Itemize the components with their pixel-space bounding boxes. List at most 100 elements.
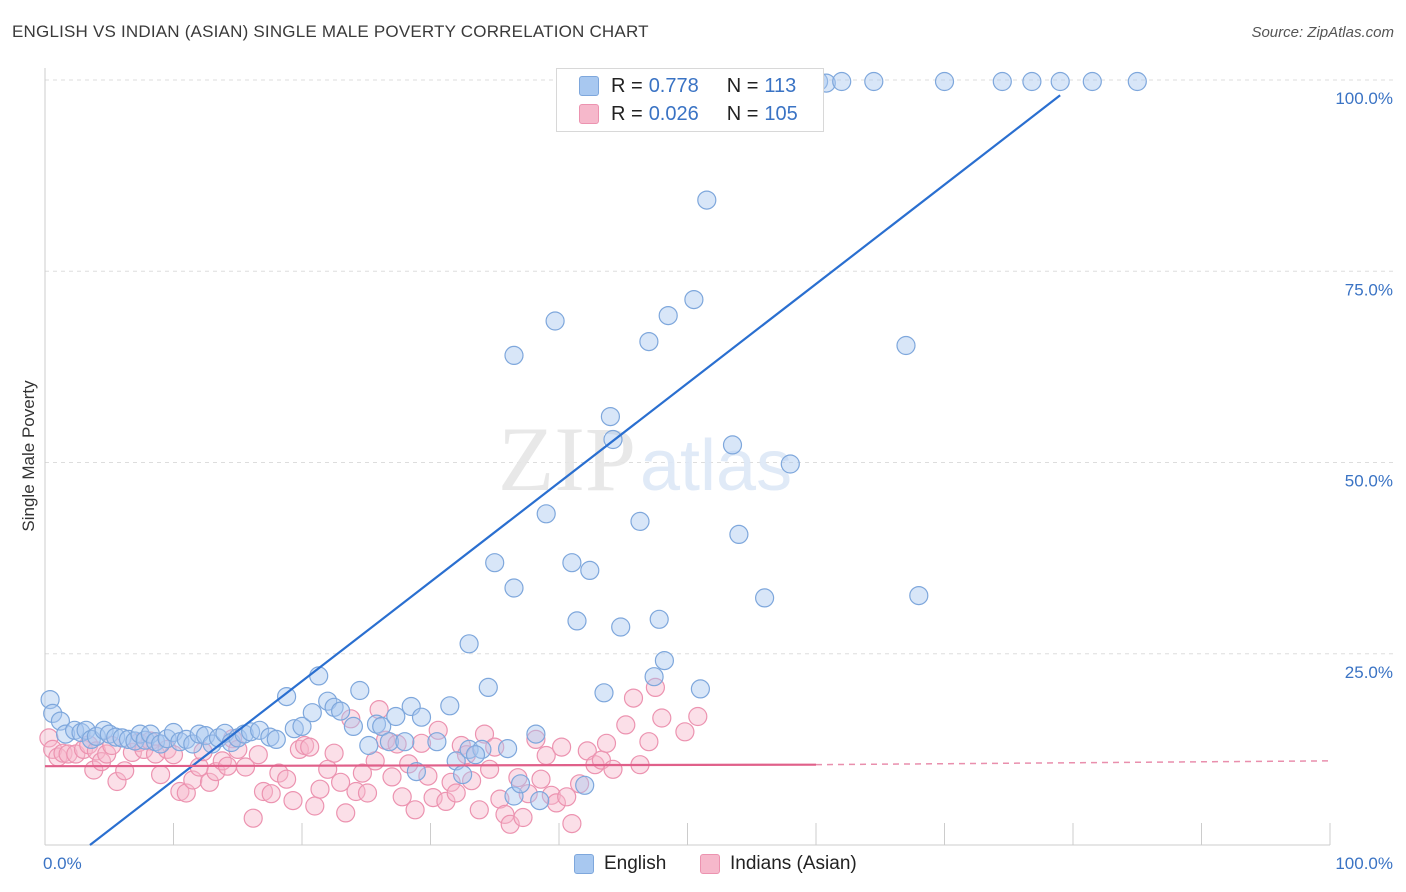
indian-point (243, 808, 263, 828)
english-point (1127, 71, 1147, 92)
y-axis-label: Single Male Poverty (19, 380, 38, 532)
legend-item-indian[interactable]: Indians (Asian) (700, 852, 857, 876)
english-point (580, 560, 600, 581)
axes (44, 68, 1331, 846)
english-point (43, 703, 63, 724)
english-point (639, 332, 659, 352)
english-point (754, 588, 775, 608)
english-point (498, 738, 518, 759)
english-point (658, 306, 678, 326)
english-point (611, 617, 631, 637)
indian-point (324, 743, 344, 763)
trendlines (44, 94, 1331, 846)
indian-point (261, 784, 281, 804)
source-credit[interactable]: Source: ZipAtlas.com (1251, 24, 1394, 41)
english-point (427, 732, 447, 752)
y-tick-label: 75.0% (1345, 280, 1393, 299)
y-tick-label: 50.0% (1345, 472, 1393, 491)
english-point (359, 735, 379, 756)
english-point (478, 677, 498, 698)
indian-point (405, 800, 425, 820)
english-point (453, 764, 473, 785)
indian-point (411, 733, 432, 753)
english-point (343, 716, 363, 737)
english-point (864, 71, 884, 92)
watermark-atlas: atlas (640, 426, 792, 506)
english-point (567, 611, 587, 631)
indian-point (170, 781, 190, 802)
indian-point (526, 729, 546, 750)
english-point (292, 716, 312, 737)
english-point (372, 716, 392, 737)
english-point (472, 739, 492, 760)
indian-point (474, 724, 495, 744)
english-point (530, 790, 550, 811)
english-point (600, 407, 621, 427)
english-point (729, 524, 749, 545)
english-point (118, 729, 139, 750)
indian-point (513, 807, 533, 828)
indian-point (546, 793, 567, 813)
chart-title: ENGLISH VS INDIAN (ASIAN) SINGLE MALE PO… (12, 22, 649, 41)
english-legend-label: English (604, 853, 667, 874)
indian-point (253, 781, 274, 802)
legend-item-english[interactable]: English (574, 852, 666, 876)
english-point (630, 511, 650, 532)
indian-point (300, 737, 320, 757)
english-swatch (579, 76, 599, 96)
english-point (992, 71, 1012, 92)
indian-point (531, 769, 551, 789)
indian-point (58, 744, 78, 764)
indian-point (387, 734, 407, 754)
english-point (722, 435, 743, 455)
indian-legend-label: Indians (Asian) (730, 853, 857, 874)
indian-r-value: 0.026 (648, 102, 699, 125)
indian-point (382, 767, 402, 787)
indian-point (562, 813, 582, 834)
english-point (832, 71, 852, 92)
english-point (562, 553, 582, 573)
indian-point (423, 787, 443, 808)
indian-point (341, 709, 361, 729)
english-point (440, 696, 460, 716)
indian-point (446, 783, 466, 803)
indian-point (441, 772, 461, 792)
english-point (649, 609, 669, 629)
english-point (411, 707, 432, 727)
english-point (690, 679, 711, 699)
english-point (485, 553, 505, 573)
english-point (395, 732, 415, 752)
indian-point (480, 759, 500, 779)
legend-row-indian: R = 0.026 N = 105 (579, 100, 798, 128)
english-point (135, 730, 155, 750)
indian-point (418, 766, 438, 786)
indian-point (596, 733, 617, 753)
english-point (896, 335, 916, 356)
english-legend-swatch (574, 854, 594, 874)
english-point (386, 706, 406, 727)
indian-point (518, 784, 538, 804)
y-tick-label: 100.0% (1335, 89, 1393, 108)
n-label: N = (726, 102, 759, 125)
english-point (277, 686, 297, 707)
english-point (1082, 71, 1102, 92)
indian-point (392, 787, 412, 807)
english-point (331, 701, 351, 721)
indian-trendline (44, 763, 817, 768)
english-point (697, 190, 717, 210)
english-point (594, 683, 614, 703)
indian-point (616, 715, 636, 735)
indian-point (331, 772, 351, 792)
indian-point (603, 759, 623, 779)
english-point (94, 720, 114, 740)
english-point (504, 578, 524, 598)
r-label: R = (611, 102, 643, 125)
english-point (545, 311, 565, 331)
indian-point (206, 761, 226, 782)
indian-point (336, 803, 356, 823)
english-point (302, 703, 322, 723)
indian-point (557, 787, 577, 807)
indian-point (639, 732, 659, 752)
indian-point (399, 754, 419, 774)
indian-point (623, 688, 644, 708)
